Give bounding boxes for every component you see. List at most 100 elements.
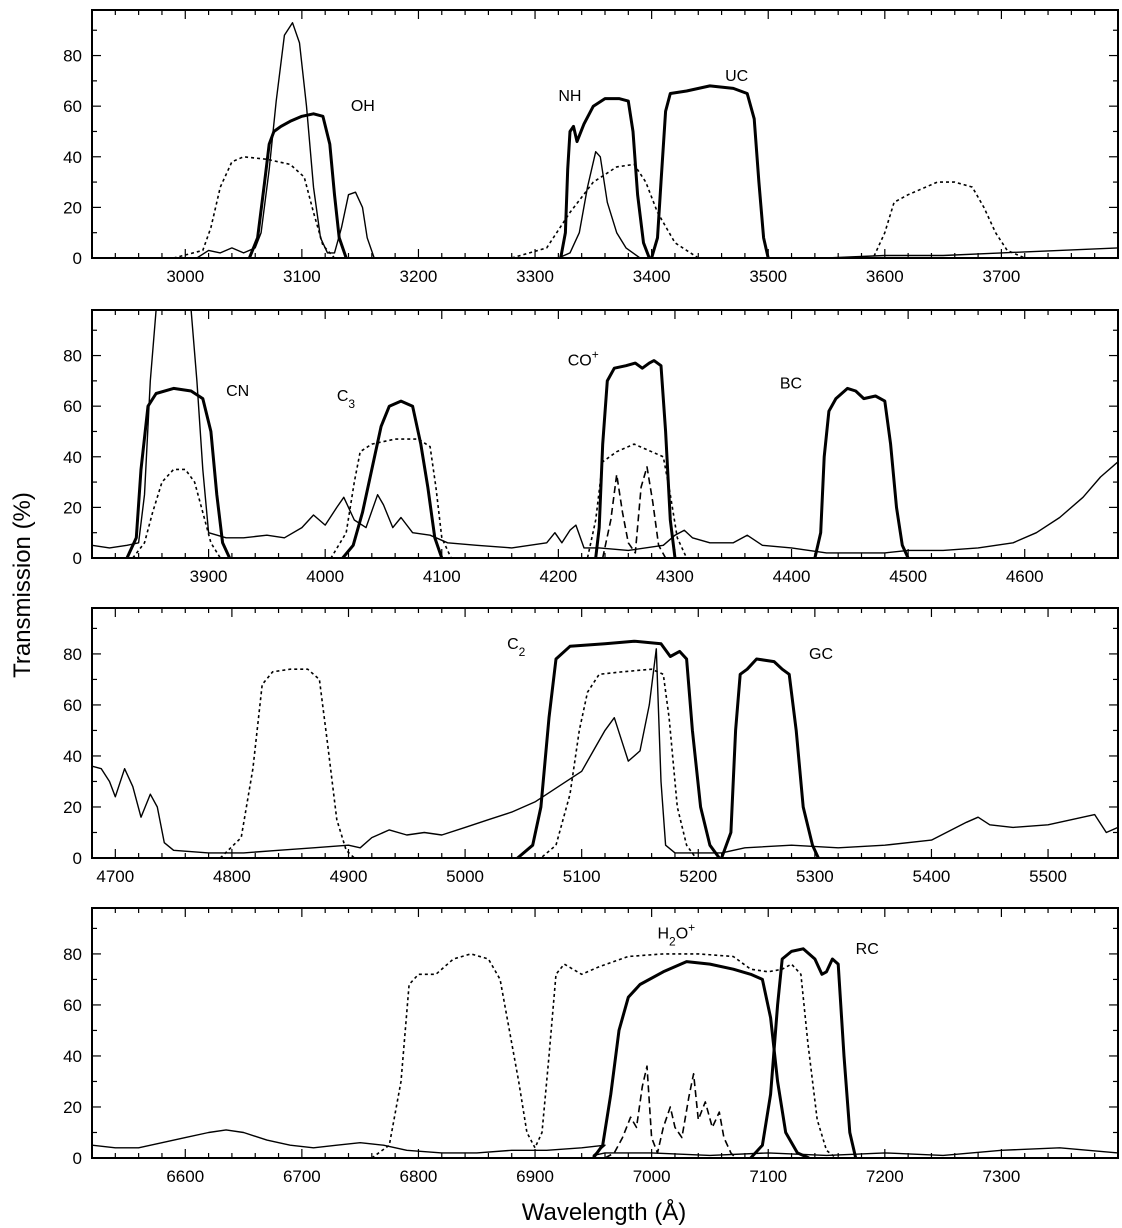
plot-frame	[91, 9, 1119, 259]
y-tick-label: 0	[73, 849, 82, 868]
x-tick-label: 3500	[749, 267, 787, 286]
y-tick-label: 0	[73, 549, 82, 568]
y-tick-label: 80	[63, 945, 82, 964]
filter-label: OH	[351, 98, 375, 115]
series-dotted-line	[219, 668, 697, 858]
x-tick-label: 3700	[982, 267, 1020, 286]
filter-label: C3	[337, 388, 356, 411]
x-tick-label: 3300	[516, 267, 554, 286]
series-thin-line	[92, 310, 1118, 554]
x-tick-label: 4600	[1006, 567, 1044, 586]
x-tick-label: 3600	[866, 267, 904, 286]
series-dotted-line	[173, 156, 1026, 258]
series-thick-line	[125, 386, 231, 558]
filter-label: C2	[507, 636, 526, 659]
series-thin-line	[92, 648, 1118, 854]
x-tick-label: 6600	[166, 1167, 204, 1186]
y-tick-label: 0	[73, 249, 82, 268]
y-tick-label: 60	[63, 97, 82, 116]
y-tick-label: 40	[63, 747, 82, 766]
plot-frame	[91, 607, 1119, 859]
x-tick-label: 7100	[749, 1167, 787, 1186]
y-tick-label: 40	[63, 1047, 82, 1066]
panel-3: 4700 4800 4900 5000 5100 5200 5300 5400 5500 0 20 4…	[63, 607, 1119, 886]
x-tick-label: 4300	[656, 567, 694, 586]
y-axis-label: Transmission (%)	[9, 492, 36, 678]
series-thick-line	[341, 399, 444, 558]
x-tick-label: 4400	[773, 567, 811, 586]
x-tick-label: 6800	[400, 1167, 438, 1186]
x-tick-label: 4900	[330, 867, 368, 886]
series-thick-line	[248, 112, 348, 258]
series-dashed-line	[604, 1065, 737, 1158]
series-group	[92, 310, 1118, 558]
x-tick-label: 4700	[96, 867, 134, 886]
y-tick-label: 60	[63, 696, 82, 715]
x-tick-label: 4100	[423, 567, 461, 586]
filter-label: GC	[809, 646, 833, 663]
series-group	[92, 639, 1118, 858]
series-thick-line	[516, 639, 721, 858]
series-thick-line	[559, 97, 651, 258]
panel-2: 3900 4000 4100 4200 4300 4400 4500 4600 0 20 40 60 8…	[63, 309, 1119, 586]
y-tick-label: 80	[63, 645, 82, 664]
x-tick-label: 4200	[539, 567, 577, 586]
x-tick-label: 7000	[633, 1167, 671, 1186]
x-tick-label: 3200	[400, 267, 438, 286]
x-tick-label: 5500	[1029, 867, 1067, 886]
panel-1: 3000 3100 3200 3300 3400 3500 3600 3700 0 20 40 60 8…	[63, 9, 1119, 286]
series-thick-line	[749, 947, 858, 1158]
x-tick-label: 5100	[563, 867, 601, 886]
series-thick-line	[594, 359, 677, 558]
y-tick-label: 0	[73, 1149, 82, 1168]
filter-label: RC	[856, 941, 879, 958]
y-tick-label: 40	[63, 448, 82, 467]
plot-frame	[91, 309, 1119, 559]
panel-4: 6600 6700 6800 6900 7000 7100 7200 7300 0 20 40 60 8…	[63, 907, 1119, 1186]
x-tick-label: 6900	[516, 1167, 554, 1186]
y-tick-label: 80	[63, 47, 82, 66]
x-axis-label: Wavelength (Å)	[522, 1198, 687, 1226]
x-tick-label: 3000	[166, 267, 204, 286]
y-tick-label: 60	[63, 996, 82, 1015]
filter-label: BC	[780, 375, 802, 392]
x-tick-label: 5400	[913, 867, 951, 886]
series-group	[92, 22, 1118, 258]
x-tick-label: 5300	[796, 867, 834, 886]
x-tick-label: 3100	[283, 267, 321, 286]
x-tick-label: 4000	[306, 567, 344, 586]
x-tick-label: 3900	[190, 567, 228, 586]
y-tick-label: 60	[63, 397, 82, 416]
y-tick-label: 40	[63, 148, 82, 167]
series-thick-line	[720, 657, 820, 858]
series-thin-line	[92, 1129, 1118, 1157]
series-dashed-line	[601, 466, 667, 558]
series-thick-line	[650, 84, 770, 258]
series-thick-line	[813, 386, 910, 558]
series-dotted-line	[371, 953, 837, 1158]
x-tick-label: 5000	[446, 867, 484, 886]
filter-label: CN	[226, 383, 249, 400]
x-tick-label: 7200	[866, 1167, 904, 1186]
series-thin-line	[92, 22, 1118, 258]
x-tick-label: 5200	[679, 867, 717, 886]
series-thick-line	[592, 960, 810, 1158]
x-tick-label: 7300	[982, 1167, 1020, 1186]
y-tick-label: 20	[63, 498, 82, 517]
filter-label: UC	[725, 68, 748, 85]
y-tick-label: 20	[63, 798, 82, 817]
y-tick-label: 20	[63, 1098, 82, 1117]
x-tick-label: 3400	[633, 267, 671, 286]
filter-label: CO+	[568, 348, 599, 370]
series-dotted-line	[132, 438, 688, 558]
y-tick-label: 80	[63, 347, 82, 366]
y-tick-label: 20	[63, 198, 82, 217]
filter-label: NH	[558, 88, 581, 105]
plot-frame	[91, 907, 1119, 1159]
series-group	[92, 947, 1118, 1158]
x-tick-label: 6700	[283, 1167, 321, 1186]
filter-label: H2O+	[657, 921, 695, 949]
x-tick-label: 4500	[889, 567, 927, 586]
panels: 3000 3100 3200 3300 3400 3500 3600 3700 0 20 40 60 8…	[63, 9, 1119, 1186]
